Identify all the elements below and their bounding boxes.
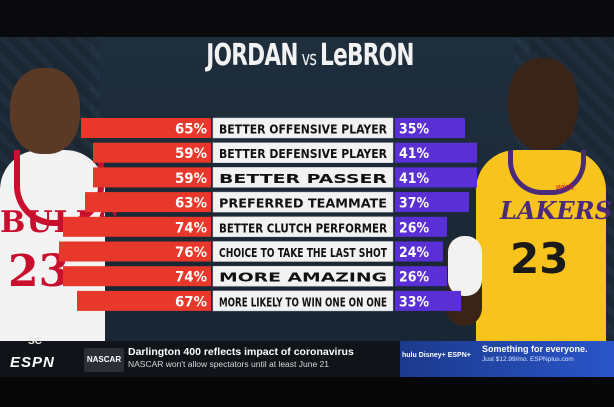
chart-title: JORDAN vs LeBRON bbox=[195, 38, 425, 73]
category-box bbox=[212, 290, 394, 312]
lebron-value-label: 26% bbox=[399, 220, 429, 236]
promo-logos: hulu Disney+ ESPN+ bbox=[402, 352, 471, 359]
lebron-jersey-trim bbox=[508, 150, 586, 195]
category-label: BETTER CLUTCH PERFORMER bbox=[219, 221, 388, 235]
jordan-value-label: 63% bbox=[175, 196, 207, 212]
ticker-category: NASCAR bbox=[84, 348, 124, 372]
jordan-bar bbox=[85, 192, 211, 213]
category-label: MORE AMAZING bbox=[219, 271, 387, 285]
lebron-value-label: 37% bbox=[399, 196, 429, 212]
category-box bbox=[212, 241, 394, 262]
promo-subtitle: Just $12.99/mo. ESPNplus.com bbox=[482, 356, 574, 363]
lebron-sleeve bbox=[448, 236, 482, 296]
tv-bezel bbox=[0, 377, 614, 407]
jordan-value-label: 59% bbox=[175, 171, 207, 187]
category-label: BETTER DEFENSIVE PLAYER bbox=[219, 147, 388, 161]
jordan-value-label: 74% bbox=[175, 270, 207, 286]
lebron-value-label: 35% bbox=[399, 122, 429, 138]
jordan-bar bbox=[81, 118, 211, 138]
promo-title: Something for everyone. bbox=[482, 344, 588, 354]
category-label: CHOICE TO TAKE THE LAST SHOT bbox=[219, 246, 388, 260]
lebron-bar bbox=[395, 192, 469, 213]
lebron-bar bbox=[395, 118, 465, 138]
lebron-value-label: 33% bbox=[399, 294, 429, 310]
category-box bbox=[212, 117, 394, 139]
lebron-bar bbox=[395, 241, 443, 262]
jordan-jersey-trim bbox=[14, 150, 104, 226]
ticker-headline: Darlington 400 reflects impact of corona… bbox=[128, 346, 354, 358]
lebron-bar bbox=[395, 142, 477, 163]
category-label: BETTER OFFENSIVE PLAYER bbox=[219, 123, 388, 137]
jordan-bar bbox=[63, 266, 211, 287]
jordan-value-label: 65% bbox=[175, 122, 207, 138]
title-vs: vs bbox=[301, 46, 317, 70]
ticker-subline: NASCAR won't allow spectators until at l… bbox=[128, 359, 329, 369]
espn-logo: ESPN bbox=[10, 354, 55, 371]
lebron-bar bbox=[395, 266, 447, 287]
category-box bbox=[212, 265, 394, 287]
lebron-jersey-text: LAKERS bbox=[500, 196, 612, 225]
category-label: PREFERRED TEAMMATE bbox=[219, 197, 387, 211]
jordan-value-label: 67% bbox=[175, 294, 207, 310]
jordan-value-label: 74% bbox=[175, 220, 207, 236]
category-box bbox=[212, 167, 394, 188]
category-box bbox=[212, 191, 394, 213]
jordan-bar bbox=[93, 167, 211, 188]
lebron-jersey-number: 23 bbox=[510, 234, 569, 283]
lebron-bar bbox=[395, 290, 461, 311]
lebron-value-label: 41% bbox=[399, 146, 429, 162]
lebron-head bbox=[508, 58, 578, 150]
title-left: JORDAN bbox=[206, 38, 298, 73]
category-label: MORE LIKELY TO WIN ONE ON ONE bbox=[219, 295, 387, 309]
lebron-jersey-brand: wish bbox=[556, 182, 575, 192]
lebron-value-label: 24% bbox=[399, 245, 429, 261]
jordan-value-label: 76% bbox=[175, 245, 207, 261]
lebron-bar bbox=[395, 216, 447, 237]
promo-banner bbox=[400, 341, 614, 377]
category-box bbox=[212, 216, 394, 238]
title-right: LeBRON bbox=[320, 38, 414, 73]
jordan-head bbox=[10, 68, 80, 154]
category-label: BETTER PASSER bbox=[219, 172, 388, 186]
jordan-bar bbox=[77, 290, 211, 311]
category-box bbox=[212, 142, 394, 163]
lebron-value-label: 41% bbox=[399, 171, 429, 187]
lebron-value-label: 26% bbox=[399, 270, 429, 286]
jordan-value-label: 59% bbox=[175, 146, 207, 162]
sportscenter-logo: SC bbox=[28, 336, 42, 347]
jordan-bar bbox=[59, 241, 211, 262]
jordan-bar bbox=[93, 142, 211, 163]
lebron-bar bbox=[395, 167, 477, 188]
jordan-bar bbox=[63, 216, 211, 237]
